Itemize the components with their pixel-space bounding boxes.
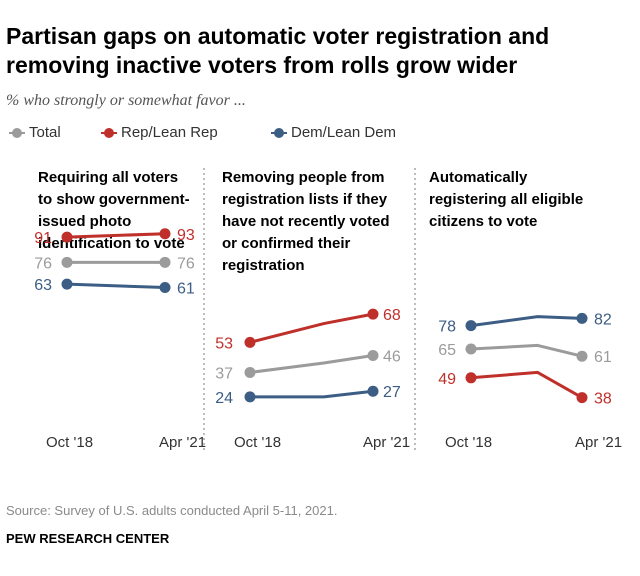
panel-title-line: registration [222, 257, 305, 274]
data-label-rep-end: 38 [594, 391, 612, 408]
data-label-rep-start: 53 [215, 335, 233, 352]
data-point-dem-start [244, 391, 256, 403]
legend-swatch-dot [274, 128, 284, 138]
legend-label: Rep/Lean Rep [121, 124, 218, 141]
x-tick-label: Oct '18 [46, 434, 93, 451]
chart-panel-1: Requiring all voters to show government-i… [34, 169, 206, 451]
panel-title-line: identification to vote [38, 235, 185, 252]
data-point-total-start [465, 343, 477, 355]
x-tick-label: Oct '18 [234, 434, 281, 451]
series-line-dem [250, 389, 374, 399]
data-label-dem-start: 63 [34, 277, 52, 294]
data-point-rep-end [367, 308, 379, 320]
data-label-rep-end: 68 [383, 307, 401, 324]
x-tick-label: Apr '21 [363, 434, 410, 451]
data-label-dem-end: 27 [383, 384, 401, 401]
series-line-dem [66, 282, 166, 290]
data-label-total-start: 37 [215, 365, 233, 382]
legend-item-dem: Dem/Lean Dem [271, 121, 421, 145]
panel-title-line: registration lists if they [222, 191, 388, 208]
data-label-rep-start: 49 [438, 371, 456, 388]
series-line-dem [470, 315, 583, 328]
data-label-rep-start: 91 [34, 230, 52, 247]
panel-title-line: registering all eligible [429, 191, 583, 208]
panel-title-line: or confirmed their [222, 235, 351, 252]
data-point-total-end [159, 256, 171, 268]
legend-label: Total [29, 124, 61, 141]
panel-title-line: citizens to vote [429, 213, 537, 230]
legend-item-rep: Rep/Lean Rep [101, 121, 251, 145]
series-line-rep [66, 232, 166, 239]
legend-swatch-dot [104, 128, 114, 138]
series-line-total [249, 354, 374, 374]
data-point-dem-end [576, 312, 588, 324]
chart-title: Partisan gaps on automatic voter registr… [6, 23, 550, 78]
data-point-dem-start [61, 278, 73, 290]
panel-title-line: issued photo [38, 213, 131, 230]
source-note: Source: Survey of U.S. adults conducted … [6, 503, 338, 518]
data-label-dem-end: 82 [594, 311, 612, 328]
chart-panel-3: Automatically registering all eligible cit… [429, 169, 622, 451]
legend: Total Rep/Lean Rep Dem/Lean Dem [0, 121, 640, 145]
data-point-dem-end [367, 385, 379, 397]
data-label-total-start: 65 [438, 342, 456, 359]
data-point-rep-end [576, 392, 588, 404]
data-point-rep-start [465, 372, 477, 384]
x-tick-label: Oct '18 [445, 434, 492, 451]
panel-title-line: Removing people from [222, 169, 385, 186]
panel-title-line: to show government- [38, 191, 190, 208]
data-point-rep-end [159, 228, 171, 240]
panel-title-line: Requiring all voters [38, 169, 178, 186]
data-point-total-start [244, 366, 256, 378]
data-label-dem-end: 61 [177, 281, 195, 298]
series-line-rep [470, 370, 583, 399]
x-tick-label: Apr '21 [159, 434, 206, 451]
data-point-dem-start [465, 320, 477, 332]
legend-label: Dem/Lean Dem [291, 124, 397, 141]
data-label-total-end: 61 [594, 349, 612, 366]
data-point-rep-start [61, 231, 73, 243]
data-point-total-end [576, 350, 588, 362]
chart-subtitle: % who strongly or somewhat favor ... [6, 92, 246, 109]
data-point-rep-start [244, 336, 256, 348]
series-line-rep [249, 312, 374, 344]
data-point-total-start [61, 256, 73, 268]
x-tick-label: Apr '21 [575, 434, 622, 451]
legend-item-total: Total [9, 121, 89, 145]
organization-credit: PEW RESEARCH CENTER [6, 531, 170, 546]
data-label-total-end: 46 [383, 349, 401, 366]
data-label-dem-start: 24 [215, 390, 233, 407]
data-label-dem-start: 78 [438, 319, 456, 336]
legend-swatch-dot [12, 128, 22, 138]
data-point-dem-end [159, 282, 171, 294]
data-label-total-end: 76 [177, 255, 195, 272]
panel-title-line: have not recently voted [222, 213, 390, 230]
series-line-total [470, 343, 583, 358]
data-label-rep-end: 93 [177, 227, 195, 244]
data-point-total-end [367, 350, 379, 362]
panel-title-line: Automatically [429, 169, 528, 186]
chart-panel-2: Removing people from registration lists i… [215, 169, 410, 451]
data-label-total-start: 76 [34, 255, 52, 272]
